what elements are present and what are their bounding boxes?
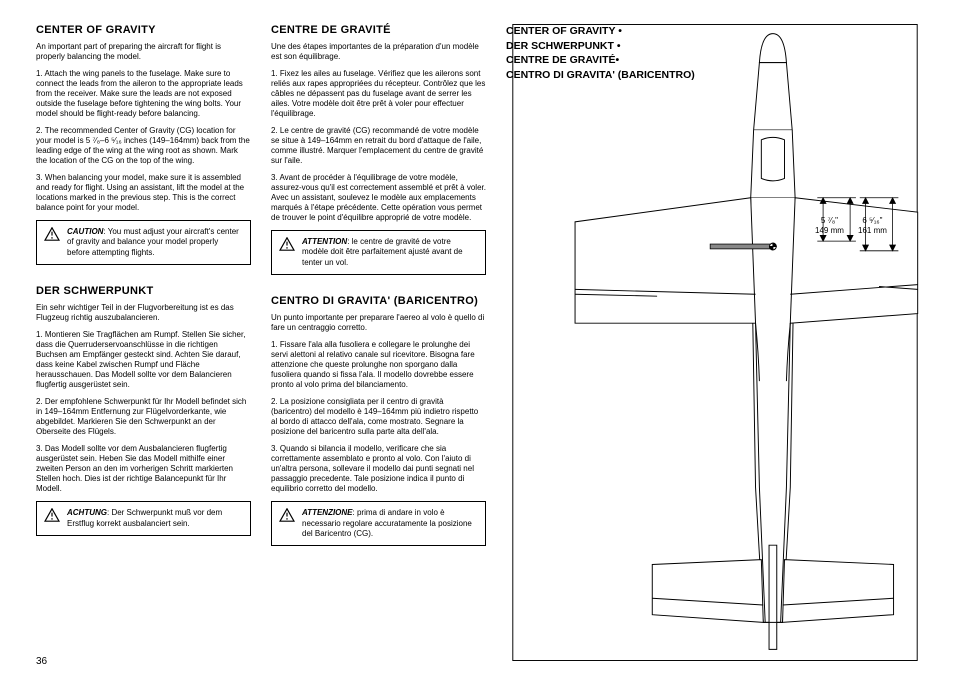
heading: CENTRE DE GRAVITÉ [271, 24, 486, 36]
text-column-1: CENTER OF GRAVITY An important part of p… [36, 24, 251, 661]
caution-box: CAUTION: You must adjust your aircraft's… [36, 220, 251, 265]
warning-icon [44, 227, 60, 241]
caution-label: ATTENZIONE [302, 508, 353, 517]
body-text: 1. Attach the wing panels to the fuselag… [36, 69, 251, 119]
body-text: 1. Montieren Sie Tragflächen am Rumpf. S… [36, 330, 251, 390]
caution-box: ACHTUNG: Der Schwerpunkt muß vor dem Ers… [36, 501, 251, 536]
dim-value: 161 mm [858, 226, 887, 235]
warning-icon [44, 508, 60, 522]
section-der-schwerpunkt: DER SCHWERPUNKT Ein sehr wichtiger Teil … [36, 285, 251, 546]
page-number: 36 [36, 656, 47, 667]
heading: CENTER OF GRAVITY [36, 24, 251, 36]
body-text: 2. The recommended Center of Gravity (CG… [36, 126, 251, 166]
warning-icon [279, 508, 295, 522]
body-text: 1. Fixez les ailes au fuselage. Vérifiez… [271, 69, 486, 119]
body-text: Un punto importante per preparare l'aere… [271, 313, 486, 333]
body-text: 1. Fissare l'ala alla fusoliera e colleg… [271, 340, 486, 390]
aircraft-diagram [506, 24, 924, 661]
body-text: An important part of preparing the aircr… [36, 42, 251, 62]
body-text: Une des étapes importantes de la prépara… [271, 42, 486, 62]
caution-label: ATTENTION [302, 237, 347, 246]
caution-label: ACHTUNG [67, 508, 107, 517]
section-centro-di-gravita: CENTRO DI GRAVITA' (BARICENTRO) Un punto… [271, 295, 486, 556]
dim-value: 149 mm [815, 226, 844, 235]
dim-value: 5 ⁷⁄₈" [821, 216, 838, 225]
caution-box: ATTENTION: le centre de gravité de votre… [271, 230, 486, 275]
heading: DER SCHWERPUNKT [36, 285, 251, 297]
body-text: 2. Der empfohlene Schwerpunkt für Ihr Mo… [36, 397, 251, 437]
body-text: 2. Le centre de gravité (CG) recommandé … [271, 126, 486, 166]
body-text: 2. La posizione consigliata per il centr… [271, 397, 486, 437]
heading: CENTRO DI GRAVITA' (BARICENTRO) [271, 295, 486, 307]
body-text: 3. Avant de procéder à l'équilibrage de … [271, 173, 486, 223]
page-container: CENTER OF GRAVITY An important part of p… [0, 0, 954, 681]
body-text: 3. Das Modell sollte vor dem Ausbalancie… [36, 444, 251, 494]
body-text: 3. When balancing your model, make sure … [36, 173, 251, 213]
diagram-column: CENTER OF GRAVITY • DER SCHWERPUNKT • CE… [506, 24, 924, 661]
text-column-2: CENTRE DE GRAVITÉ Une des étapes importa… [271, 24, 486, 661]
body-text: 3. Quando si bilancia il modello, verifi… [271, 444, 486, 494]
section-center-of-gravity: CENTER OF GRAVITY An important part of p… [36, 24, 251, 275]
dim-value: 6 ⁵⁄₁₆" [862, 216, 882, 225]
body-text: Ein sehr wichtiger Teil in der Flugvorbe… [36, 303, 251, 323]
dimension-label-2: 6 ⁵⁄₁₆" 161 mm [858, 216, 887, 235]
dimension-label-1: 5 ⁷⁄₈" 149 mm [815, 216, 844, 235]
caution-box: ATTENZIONE: prima di andare in volo è ne… [271, 501, 486, 546]
warning-icon [279, 237, 295, 251]
caution-label: CAUTION [67, 227, 103, 236]
section-centre-de-gravite: CENTRE DE GRAVITÉ Une des étapes importa… [271, 24, 486, 285]
